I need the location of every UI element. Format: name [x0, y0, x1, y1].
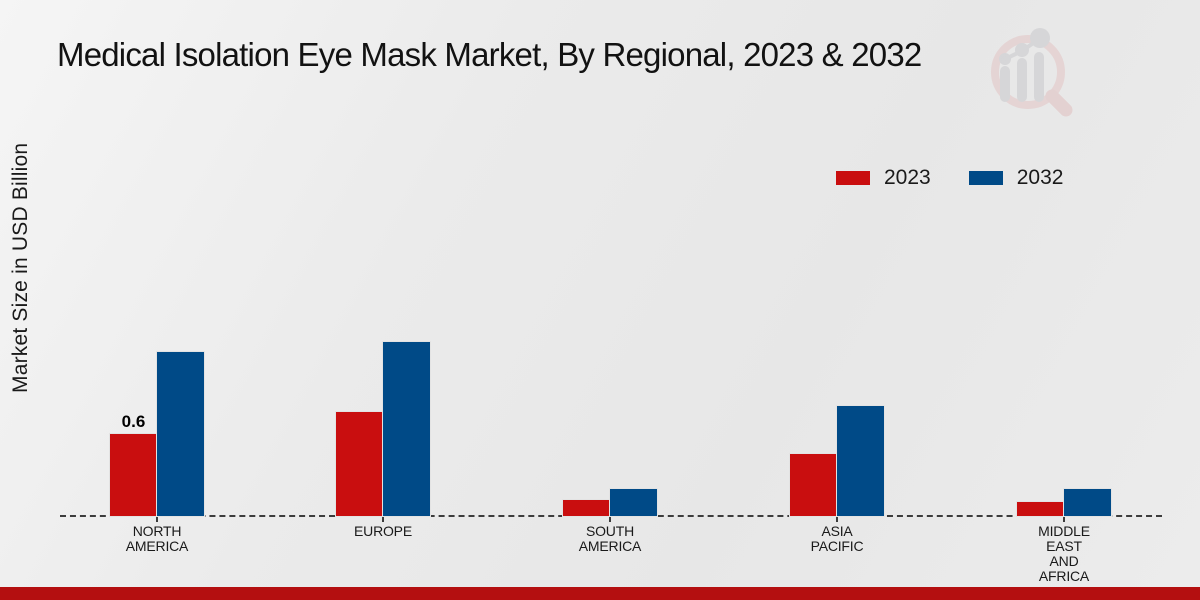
category-label-south-america: SOUTH AMERICA [578, 523, 642, 554]
legend-swatch-2023 [836, 171, 870, 185]
bar-2032-north-america [156, 351, 205, 517]
category-label-middle-east-and-africa: MIDDLE EAST AND AFRICA [1038, 523, 1090, 584]
legend-label: 2023 [884, 166, 931, 189]
bar-2023-europe [335, 411, 384, 517]
market-research-future-logo-icon [991, 28, 1073, 117]
legend-item-2023: 2023 [836, 166, 931, 190]
data-label-2023-north-america: 0.6 [121, 412, 146, 431]
bar-2032-europe [382, 341, 431, 517]
bar-2023-asia-pacific [789, 453, 838, 517]
bar-2023-south-america [562, 499, 611, 517]
y-axis-label: Market Size in USD Billion [9, 142, 32, 393]
bar-2023-middle-east-and-africa [1016, 501, 1065, 517]
bar-2032-south-america [609, 488, 658, 517]
x-axis-tick-middle-east-and-africa [1063, 517, 1065, 522]
legend-swatch-2032 [968, 171, 1003, 185]
legend: 2023 2032 [836, 166, 1063, 190]
category-label-north-america: NORTH AMERICA [125, 523, 189, 554]
category-label-europe: EUROPE [354, 523, 412, 539]
legend-item-2032: 2032 [968, 166, 1064, 190]
category-label-asia-pacific: ASIA PACIFIC [810, 523, 864, 554]
x-axis-tick-south-america [609, 517, 611, 522]
chart-title: Medical Isolation Eye Mask Market, By Re… [57, 36, 922, 73]
bar-2023-north-america [109, 433, 158, 517]
x-axis-baseline [60, 515, 1162, 517]
bar-2032-middle-east-and-africa [1063, 488, 1112, 517]
x-axis-tick-europe [382, 517, 384, 522]
legend-label: 2032 [1016, 166, 1064, 189]
x-axis-tick-asia-pacific [836, 517, 838, 522]
x-axis-tick-north-america [156, 517, 158, 522]
bar-2032-asia-pacific [836, 405, 885, 517]
footer-band [0, 587, 1200, 600]
